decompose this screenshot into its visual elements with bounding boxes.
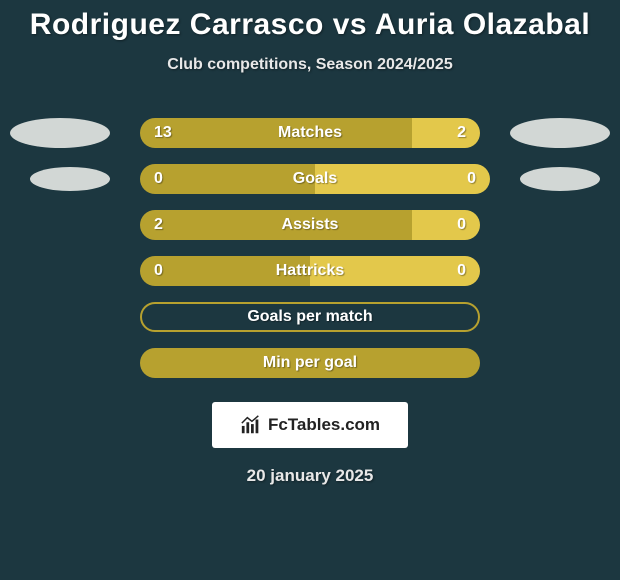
- bar-segment-right: 0: [412, 210, 480, 240]
- stat-bar: 00Hattricks: [140, 256, 480, 286]
- stat-row-min-per-goal: Min per goal: [0, 340, 620, 386]
- bar-segment-right: 0: [310, 256, 480, 286]
- chart-area: 132Matches00Goals20Assists00HattricksGoa…: [0, 110, 620, 386]
- value-right: 0: [457, 262, 466, 280]
- player-right-avatar: [510, 118, 610, 148]
- stat-bar: 132Matches: [140, 118, 480, 148]
- bar-label: Goals per match: [247, 308, 372, 326]
- value-right: 2: [457, 124, 466, 142]
- stat-row-hattricks: 00Hattricks: [0, 248, 620, 294]
- bar-segment-left: 0: [140, 164, 315, 194]
- stat-bar-fill: Min per goal: [140, 348, 480, 378]
- page-title: Rodriguez Carrasco vs Auria Olazabal: [30, 8, 590, 42]
- date-label: 20 january 2025: [247, 466, 374, 486]
- player-left-avatar-sm: [30, 167, 110, 191]
- value-right: 0: [457, 216, 466, 234]
- bar-label: Min per goal: [263, 354, 357, 372]
- bar-segment-left: 13: [140, 118, 412, 148]
- value-right: 0: [467, 170, 476, 188]
- value-left: 13: [154, 124, 172, 142]
- player-right-avatar-sm: [520, 167, 600, 191]
- value-left: 0: [154, 262, 163, 280]
- stat-bar: 00Goals: [140, 164, 490, 194]
- bar-segment-right: 2: [412, 118, 480, 148]
- chart-icon: [240, 414, 262, 436]
- value-left: 0: [154, 170, 163, 188]
- player-left-avatar: [10, 118, 110, 148]
- fctables-logo[interactable]: FcTables.com: [212, 402, 408, 448]
- comparison-card: Rodriguez Carrasco vs Auria Olazabal Clu…: [0, 0, 620, 486]
- bar-segment-right: 0: [315, 164, 490, 194]
- value-left: 2: [154, 216, 163, 234]
- subtitle: Club competitions, Season 2024/2025: [167, 56, 452, 74]
- bar-segment-left: 0: [140, 256, 310, 286]
- stat-bar-outline: Goals per match: [140, 302, 480, 332]
- stat-bar: 20Assists: [140, 210, 480, 240]
- stat-row-matches: 132Matches: [0, 110, 620, 156]
- logo-text: FcTables.com: [268, 415, 380, 435]
- stat-row-assists: 20Assists: [0, 202, 620, 248]
- stat-row-goals-per-match: Goals per match: [0, 294, 620, 340]
- stat-row-goals: 00Goals: [0, 156, 620, 202]
- bar-segment-left: 2: [140, 210, 412, 240]
